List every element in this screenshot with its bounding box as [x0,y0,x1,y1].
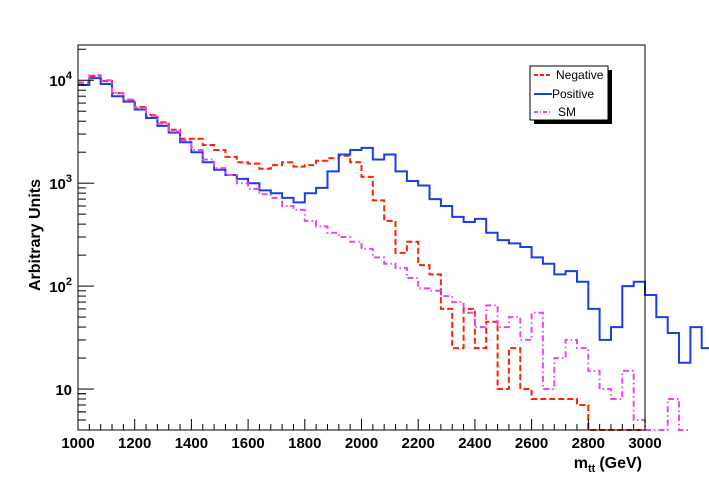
x-tick-label: 2000 [345,435,378,452]
x-tick-label: 2800 [572,435,605,452]
y-tick-label: 102 [49,276,72,296]
x-tick-label: 3000 [628,435,661,452]
x-axis-title: mtt (GeV) [574,455,642,475]
y-tick-label: 103 [49,173,72,193]
x-axis-title-main: m [574,455,588,472]
x-tick-label: 2600 [515,435,548,452]
x-tick-label: 1000 [61,435,94,452]
x-axis-title-unit: (GeV) [599,455,642,472]
legend-label-sm: SM [558,105,576,119]
series-line-positive [78,77,709,364]
series-layer [78,74,709,431]
series-line-negative [78,75,645,431]
y-axis-title: Arbitrary Units [27,179,44,291]
legend-label-negative: Negative [556,68,604,82]
y-tick-label: 10 [55,382,72,399]
x-tick-label: 2400 [458,435,491,452]
x-tick-label: 2200 [402,435,435,452]
y-tick-label: 104 [49,70,73,90]
x-tick-label: 1400 [175,435,208,452]
series-line-sm [78,74,691,431]
legend: Negative Positive SM [529,65,612,124]
x-tick-label: 1600 [231,435,264,452]
x-tick-label: 1800 [288,435,321,452]
legend-label-positive: Positive [552,87,594,101]
x-tick-label: 1200 [118,435,151,452]
x-axis-title-subscript: tt [588,463,596,475]
axis-ticks: 1000 1200 1400 1600 1800 2000 2200 2400 2600 2800… [49,48,662,452]
